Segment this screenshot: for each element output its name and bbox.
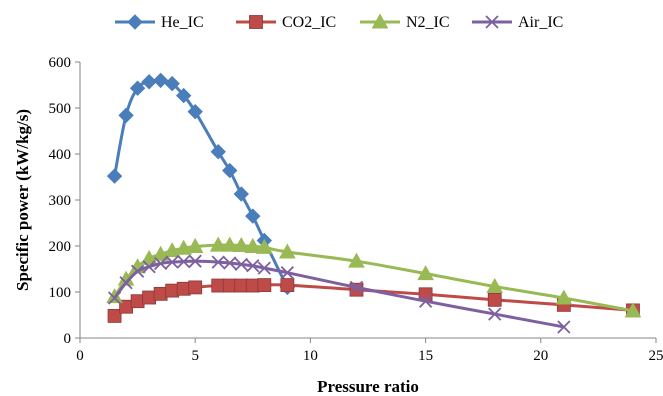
data-point-N2_IC: [221, 236, 239, 252]
data-point-N2_IC: [140, 249, 158, 265]
legend-item-N2_IC: N2_IC: [360, 13, 450, 31]
data-point-Air_IC: [107, 291, 122, 305]
data-point-Air_IC: [418, 294, 433, 308]
data-point-CO2_IC: [487, 292, 502, 307]
x-tick-label: 25: [649, 348, 663, 364]
legend-label: Air_IC: [518, 14, 563, 31]
data-point-N2_IC: [279, 243, 296, 259]
x-tick-label: 15: [418, 348, 433, 364]
data-point-He_IC: [152, 72, 169, 89]
legend-label: CO2_IC: [282, 14, 336, 31]
data-point-CO2_IC: [257, 278, 272, 293]
data-point-Air_IC: [257, 261, 271, 275]
legend-item-He_IC: He_IC: [115, 14, 204, 31]
data-point-Air_IC: [142, 260, 156, 274]
data-point-CO2_IC: [245, 278, 260, 293]
legend-marker: [371, 13, 389, 29]
data-point-CO2_IC: [107, 309, 122, 323]
data-point-CO2_IC: [234, 278, 249, 293]
x-tick-label: 0: [76, 348, 84, 364]
data-point-N2_IC: [555, 289, 573, 305]
data-point-N2_IC: [209, 236, 227, 252]
data-point-He_IC: [175, 87, 192, 104]
y-tick-label: 400: [49, 147, 72, 163]
data-point-Air_IC: [119, 276, 133, 290]
legend: He_IC CO2_IC N2_IC Air_IC: [115, 13, 563, 31]
legend-label: N2_IC: [406, 14, 450, 31]
data-point-Air_IC: [188, 254, 202, 268]
x-tick-label: 20: [533, 348, 548, 364]
data-point-CO2_IC: [153, 286, 168, 301]
legend-label: He_IC: [161, 14, 204, 31]
data-point-CO2_IC: [130, 294, 145, 309]
series-layer: [106, 72, 642, 334]
data-point-He_IC: [141, 74, 157, 90]
data-point-N2_IC: [186, 237, 204, 253]
data-point-N2_IC: [624, 302, 642, 318]
data-point-Air_IC: [177, 255, 191, 269]
data-point-He_IC: [106, 168, 123, 184]
data-point-CO2_IC: [188, 280, 203, 295]
data-point-He_IC: [245, 208, 261, 224]
x-tick-label: 5: [191, 348, 199, 364]
axes: 0 100 200 300 400 500 600 0 5 10 15 20 25: [49, 55, 663, 364]
data-point-CO2_IC: [280, 278, 295, 293]
y-tick-label: 200: [49, 239, 72, 255]
series-CO2_IC: [107, 278, 640, 323]
data-point-CO2_IC: [176, 281, 191, 296]
data-point-He_IC: [187, 103, 203, 120]
data-point-N2_IC: [255, 238, 273, 254]
series-Air_IC: [107, 254, 571, 334]
data-point-Air_IC: [488, 307, 502, 321]
data-point-Air_IC: [280, 266, 294, 280]
data-point-CO2_IC: [142, 290, 157, 305]
data-point-He_IC: [222, 162, 238, 179]
legend-item-CO2_IC: CO2_IC: [236, 14, 336, 31]
x-tick-label: 10: [303, 348, 318, 364]
data-point-Air_IC: [557, 320, 571, 334]
y-tick-label: 600: [49, 55, 72, 71]
data-point-He_IC: [210, 143, 226, 160]
data-point-Air_IC: [349, 280, 364, 295]
series-line-N2_IC: [113, 243, 634, 313]
data-point-CO2_IC: [211, 278, 226, 293]
data-point-He_IC: [164, 75, 180, 92]
data-point-Air_IC: [130, 264, 145, 278]
y-tick-label: 0: [64, 331, 72, 347]
data-point-CO2_IC: [222, 278, 237, 293]
legend-marker: [485, 15, 499, 29]
data-point-Air_IC: [165, 255, 179, 269]
data-point-He_IC: [118, 107, 134, 124]
data-point-N2_IC: [348, 252, 365, 268]
legend-marker: [249, 15, 263, 29]
data-point-Air_IC: [211, 255, 225, 269]
data-point-He_IC: [233, 186, 249, 202]
y-axis-title: Specific power (kW/kg/s): [13, 109, 32, 291]
y-tick-label: 500: [49, 101, 72, 117]
data-point-CO2_IC: [165, 283, 180, 298]
legend-item-Air_IC: Air_IC: [472, 14, 563, 31]
data-point-Air_IC: [234, 257, 248, 272]
series-He_IC: [106, 72, 296, 296]
series-N2_IC: [106, 236, 642, 318]
data-point-Air_IC: [154, 256, 168, 271]
y-tick-label: 300: [49, 193, 72, 209]
data-point-N2_IC: [244, 237, 262, 253]
y-tick-label: 100: [49, 285, 72, 301]
x-axis-title: Pressure ratio: [317, 377, 419, 396]
data-point-He_IC: [129, 80, 146, 96]
data-point-Air_IC: [223, 256, 237, 270]
data-point-N2_IC: [486, 277, 504, 293]
data-point-N2_IC: [175, 239, 193, 255]
data-point-N2_IC: [232, 237, 250, 253]
legend-marker: [127, 14, 143, 30]
data-point-N2_IC: [417, 265, 434, 281]
data-point-N2_IC: [163, 242, 181, 258]
data-point-Air_IC: [246, 259, 260, 273]
